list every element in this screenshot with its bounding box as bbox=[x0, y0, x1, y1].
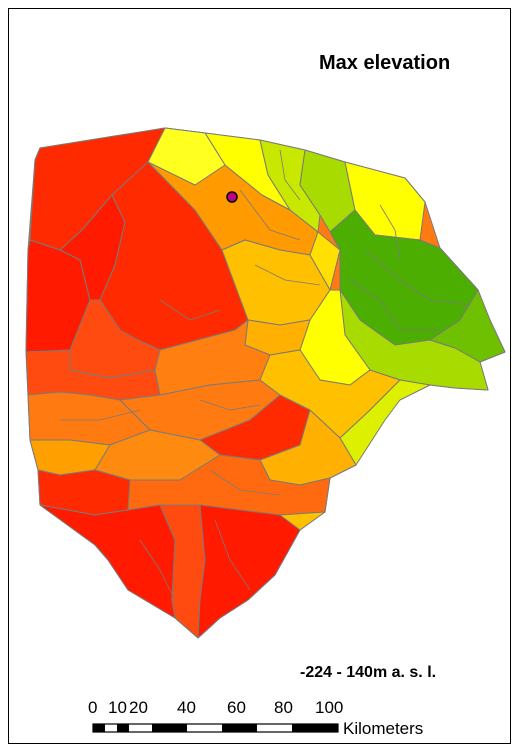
scale-segment bbox=[93, 724, 105, 732]
scale-tick-label: 100 bbox=[315, 698, 344, 717]
amber-south-tip bbox=[279, 511, 326, 531]
elevation-range-label: -224 - 140m a. s. l. bbox=[300, 664, 437, 681]
scale-tick-label: 60 bbox=[227, 698, 246, 717]
scale-segment bbox=[152, 724, 187, 732]
boundary-line bbox=[379, 204, 401, 261]
boundary-line bbox=[139, 539, 176, 601]
boundary-line bbox=[364, 249, 471, 306]
boundary-line bbox=[349, 279, 440, 331]
scale-segment bbox=[117, 724, 129, 732]
boundary-line bbox=[214, 519, 251, 591]
boundary-line bbox=[199, 399, 261, 411]
scale-segment bbox=[292, 724, 338, 732]
yellow-north-2 bbox=[147, 127, 226, 186]
boundary-line bbox=[239, 189, 301, 241]
boundary-line bbox=[159, 299, 221, 321]
location-marker bbox=[226, 191, 238, 203]
boundary-line bbox=[254, 264, 321, 286]
boundary-line bbox=[60, 409, 141, 421]
scale-tick-label: 40 bbox=[177, 698, 196, 717]
boundary-line bbox=[279, 149, 301, 201]
boundary-line bbox=[209, 469, 281, 496]
scale-segment bbox=[222, 724, 257, 732]
scale-tick-label: 80 bbox=[274, 698, 293, 717]
red-south-east bbox=[197, 504, 301, 639]
scale-tick-label: 0 bbox=[88, 698, 98, 717]
scale-tick-label: 20 bbox=[129, 698, 148, 717]
scale-tick-label: 10 bbox=[108, 698, 127, 717]
scale-unit-label: Kilometers bbox=[343, 719, 424, 738]
scale-bar bbox=[92, 723, 339, 733]
map-title: Max elevation bbox=[319, 52, 451, 74]
yellow-mid-east bbox=[339, 379, 431, 466]
